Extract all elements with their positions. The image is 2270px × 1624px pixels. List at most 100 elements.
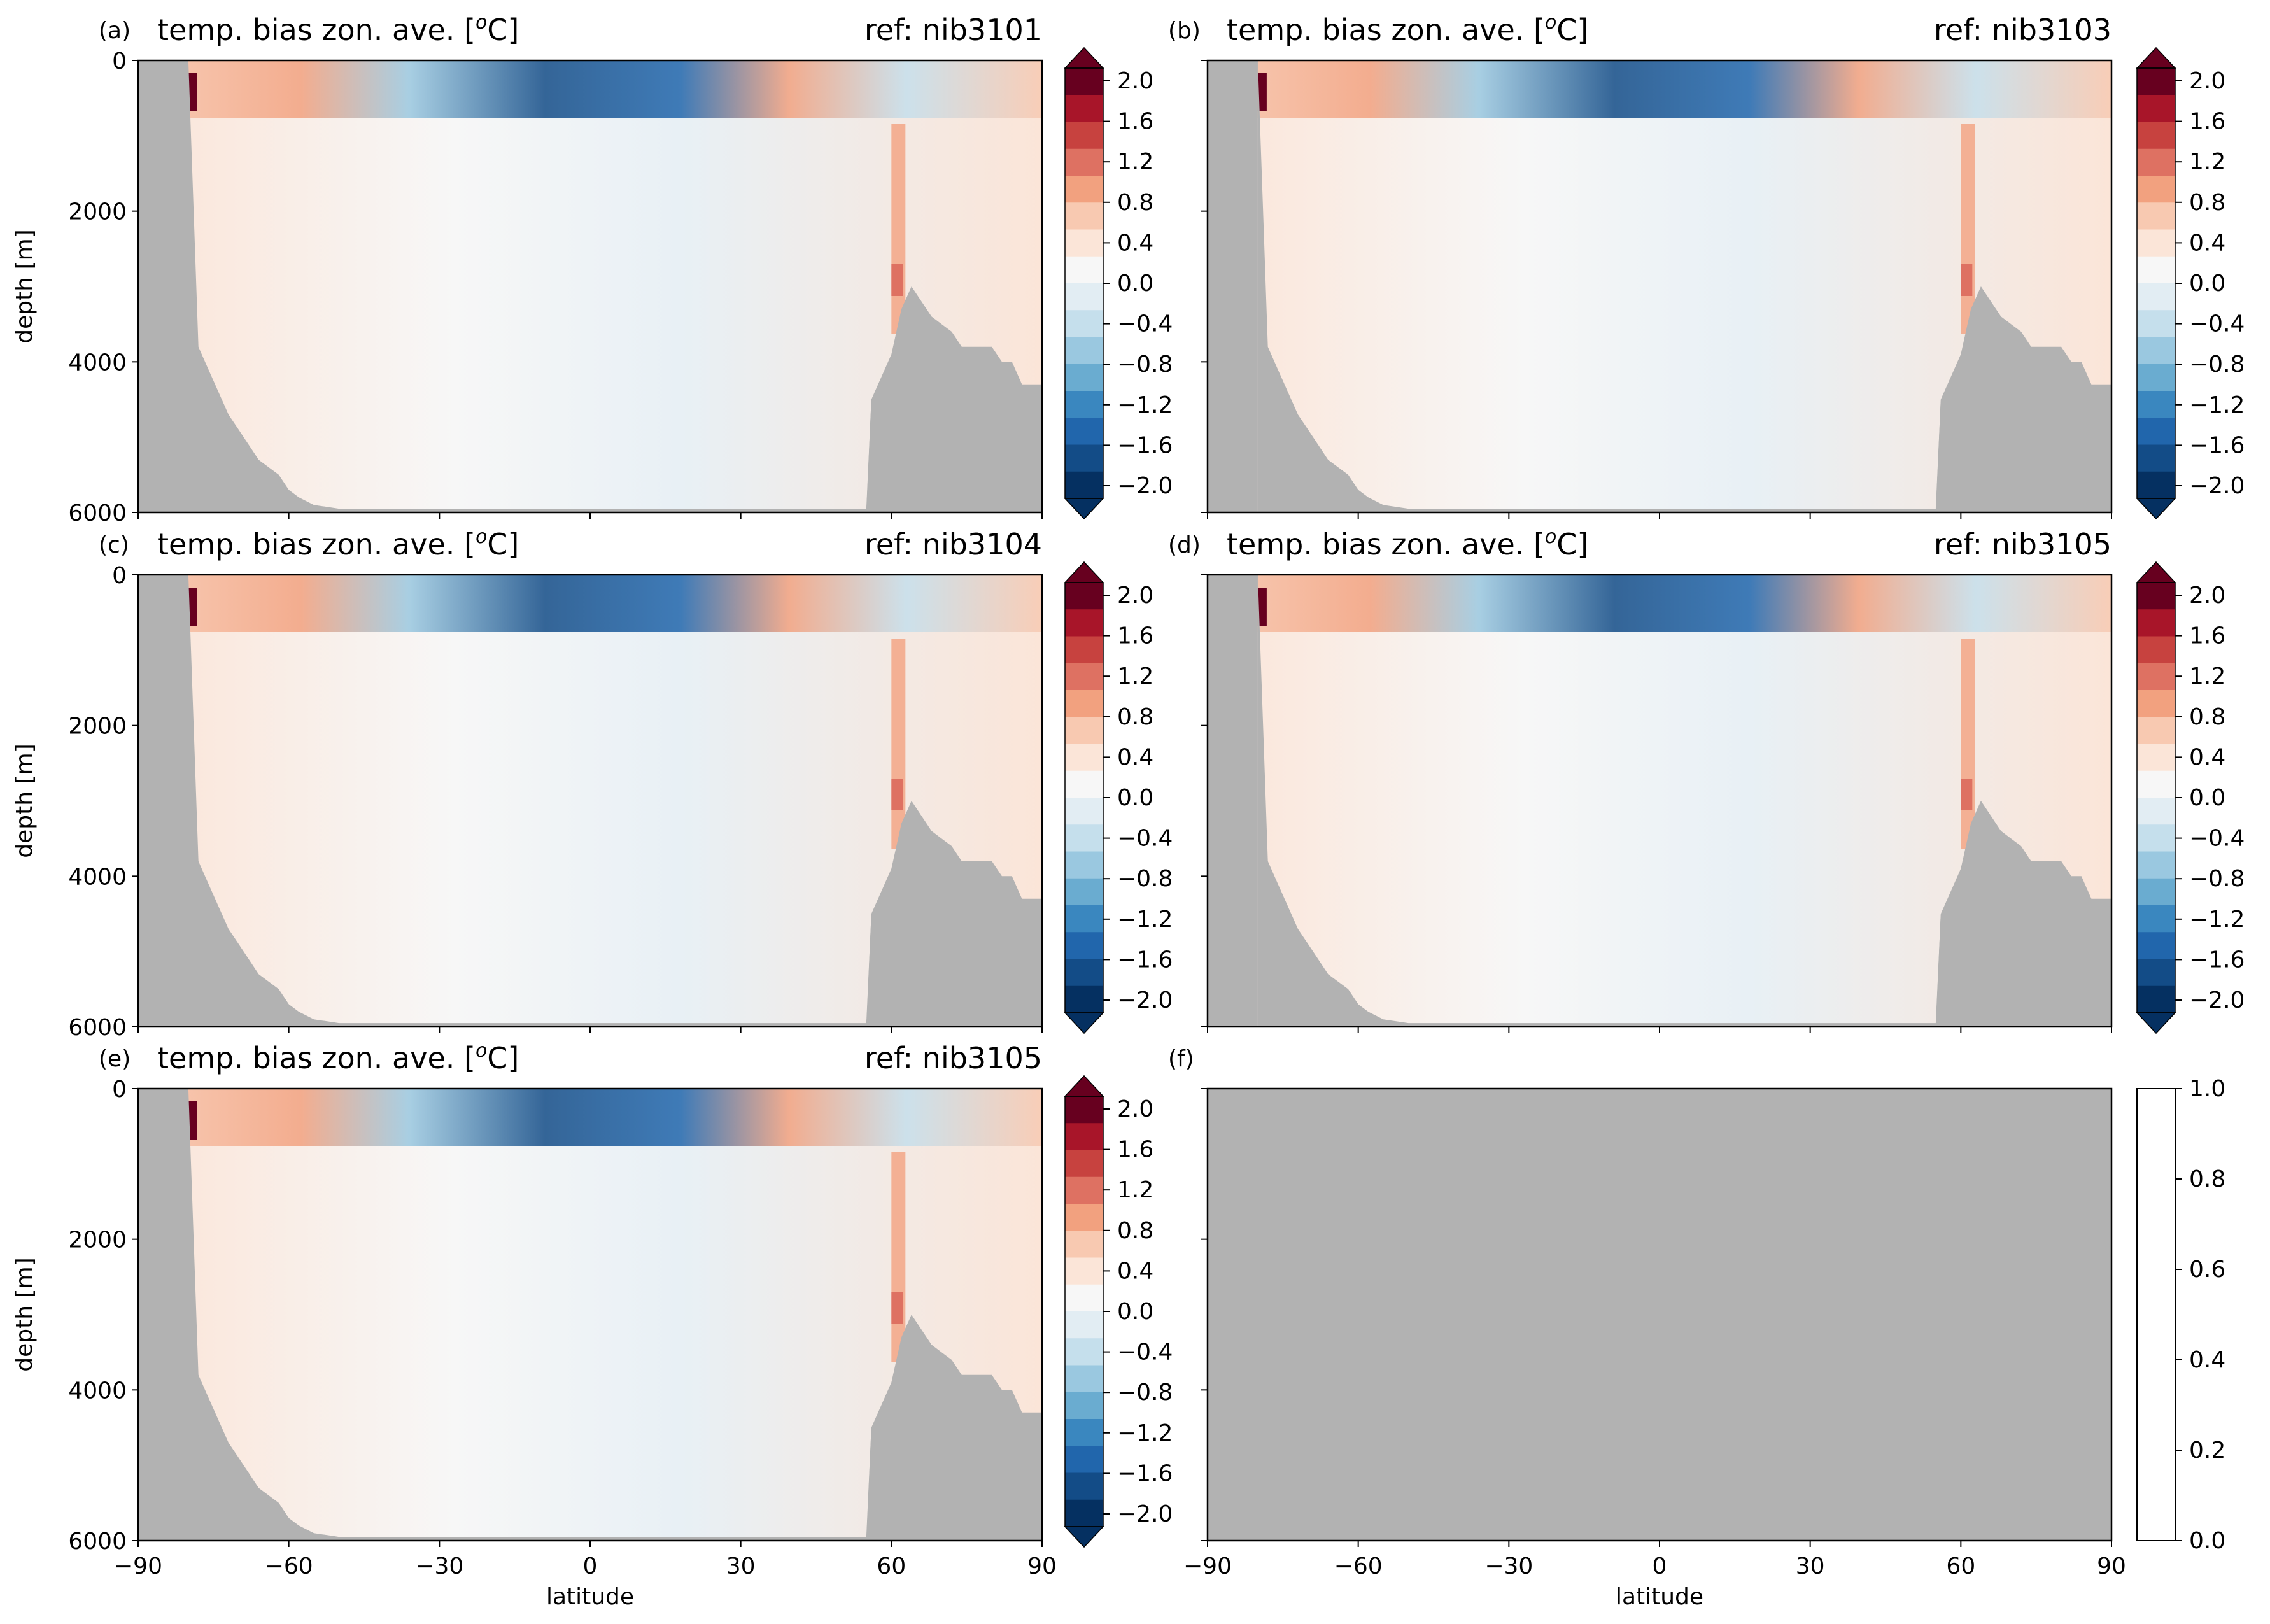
- colorbar-swatch: [1065, 337, 1103, 365]
- land-mask-north: [1935, 286, 2111, 512]
- colorbar-swatch: [1065, 1365, 1103, 1393]
- arctic-warm-spot: [891, 264, 903, 296]
- colorbar-swatch: [2137, 690, 2175, 717]
- colorbar-tick-label: 1.6: [2189, 109, 2225, 135]
- colorbar-tick-label: 0.2: [2189, 1437, 2225, 1464]
- panel-f: (f) −90 −60 −30 0 30 60 90 latitude 1.0 0.8 0.6 0.4 0…: [1168, 1046, 2225, 1610]
- colorbar-tick-label: −0.8: [1117, 351, 1173, 378]
- colorbar-swatch: [1065, 122, 1103, 150]
- colorbar-extend-min: [1064, 1012, 1104, 1034]
- colorbar-tick-label: 1.2: [1117, 1177, 1153, 1203]
- colorbar-extend-min: [2136, 1012, 2176, 1034]
- colorbar-swatch: [2137, 391, 2175, 418]
- colorbar-tick-label: 0.4: [1117, 744, 1153, 770]
- land-mask-floor: [1257, 60, 1941, 512]
- arctic-warm-column: [1961, 124, 1975, 334]
- colorbar-tick-label: 1.6: [2189, 623, 2225, 649]
- panel-ref: ref: nib3101: [864, 13, 1042, 47]
- colorbar-swatch: [1065, 583, 1103, 610]
- x-tick-label: 60: [1946, 1553, 1975, 1579]
- land-mask-north: [866, 1315, 1042, 1541]
- colorbar-tick-label: 0.0: [2189, 1528, 2225, 1554]
- colorbar-tick-label: 1.2: [2189, 663, 2225, 689]
- colorbar-tick-label: −0.8: [2189, 351, 2245, 378]
- x-tick-label: 0: [1653, 1553, 1667, 1579]
- land-mask-floor: [1257, 575, 1941, 1027]
- colorbar-swatch: [2137, 824, 2175, 852]
- x-tick-label: −60: [1334, 1553, 1383, 1579]
- colorbar-swatch: [2137, 283, 2175, 311]
- colorbar-tick-label: 2.0: [1117, 583, 1153, 609]
- colorbar-tick-label: 1.6: [1117, 109, 1153, 135]
- panel-label: (f): [1168, 1046, 1194, 1072]
- colorbar-tick-label: 0.0: [1117, 271, 1153, 297]
- colorbar-swatch: [1065, 391, 1103, 418]
- colorbar-swatch: [2137, 148, 2175, 176]
- colorbar-tick-label: −2.0: [1117, 1501, 1173, 1527]
- colorbar-tick-label: 0.8: [1117, 704, 1153, 730]
- colorbar-swatch: [1065, 1392, 1103, 1420]
- panel-ref: ref: nib3105: [1934, 527, 2111, 561]
- colorbar-tick-label: −2.0: [1117, 473, 1173, 499]
- y-tick-label: 0: [112, 563, 127, 589]
- colorbar-swatch: [1065, 744, 1103, 772]
- surface-bias-band: [138, 575, 1042, 632]
- surface-bias-band: [138, 1089, 1042, 1146]
- panel-label: (c): [99, 532, 129, 558]
- colorbar-swatch: [1065, 148, 1103, 176]
- colorbar-extend-min: [1064, 498, 1104, 520]
- colorbar-swatch: [1065, 717, 1103, 744]
- colorbar-extend-max: [2136, 561, 2176, 583]
- x-tick-label: 30: [726, 1553, 756, 1579]
- x-axis-label: latitude: [1616, 1584, 1703, 1610]
- land-mask-north: [866, 801, 1042, 1027]
- panel-label: (d): [1168, 532, 1201, 558]
- y-tick-label: 0: [112, 48, 127, 74]
- colorbar-tick-label: −1.6: [1117, 947, 1173, 973]
- colorbar-tick-label: 0.4: [2189, 744, 2225, 770]
- colorbar-swatch: [1065, 1231, 1103, 1258]
- panel-b: (b) temp. bias zon. ave. [oC] ref: nib3103…: [1168, 11, 2245, 520]
- colorbar-swatch: [1065, 1472, 1103, 1500]
- colorbar-swatch: [2137, 932, 2175, 959]
- colorbar-swatch: [2137, 310, 2175, 337]
- colorbar-tick-label: 1.2: [1117, 149, 1153, 175]
- arctic-warm-column: [891, 639, 906, 849]
- colorbar-swatch: [1065, 770, 1103, 798]
- colorbar-swatch: [1065, 663, 1103, 691]
- colorbar-tick-label: 0.8: [2189, 704, 2225, 730]
- y-tick-label: 4000: [68, 1378, 127, 1404]
- colorbar-swatch: [2137, 770, 2175, 798]
- land-mask-north: [866, 286, 1042, 512]
- colorbar-swatch: [1065, 1257, 1103, 1285]
- colorbar-swatch: [1065, 905, 1103, 933]
- colorbar-swatch: [2137, 256, 2175, 284]
- colorbar-tick-label: 0.8: [1117, 1218, 1153, 1244]
- colorbar-swatch: [1065, 256, 1103, 284]
- x-tick-label: 60: [877, 1553, 906, 1579]
- colorbar-extend-min: [2136, 498, 2176, 520]
- colorbar-tick-label: −1.2: [2189, 392, 2245, 418]
- colorbar-swatch: [2137, 851, 2175, 879]
- y-tick-label: 0: [112, 1077, 127, 1103]
- colorbar-swatch: [1065, 1311, 1103, 1339]
- colorbar-tick-label: 1.2: [2189, 149, 2225, 175]
- colorbar-tick-label: 0.8: [2189, 190, 2225, 216]
- colorbar-tick-label: −0.4: [1117, 311, 1173, 337]
- colorbar-tick-label: −2.0: [1117, 987, 1173, 1013]
- colorbar-swatch: [1065, 471, 1103, 499]
- colorbar-swatch: [1065, 364, 1103, 392]
- colorbar-extend-min: [1064, 1526, 1104, 1548]
- colorbar-swatch: [1065, 1150, 1103, 1178]
- panel-label: (a): [99, 18, 130, 44]
- colorbar-swatch: [1065, 229, 1103, 257]
- colorbar-swatch: [2137, 68, 2175, 95]
- y-tick-label: 2000: [68, 1227, 127, 1253]
- colorbar-swatch: [2137, 444, 2175, 472]
- colorbar-extend-max: [1064, 1075, 1104, 1097]
- x-axis-label: latitude: [546, 1584, 634, 1610]
- colorbar-swatch: [2137, 337, 2175, 365]
- panel-ref: ref: nib3105: [864, 1041, 1042, 1075]
- colorbar-swatch: [1065, 1204, 1103, 1231]
